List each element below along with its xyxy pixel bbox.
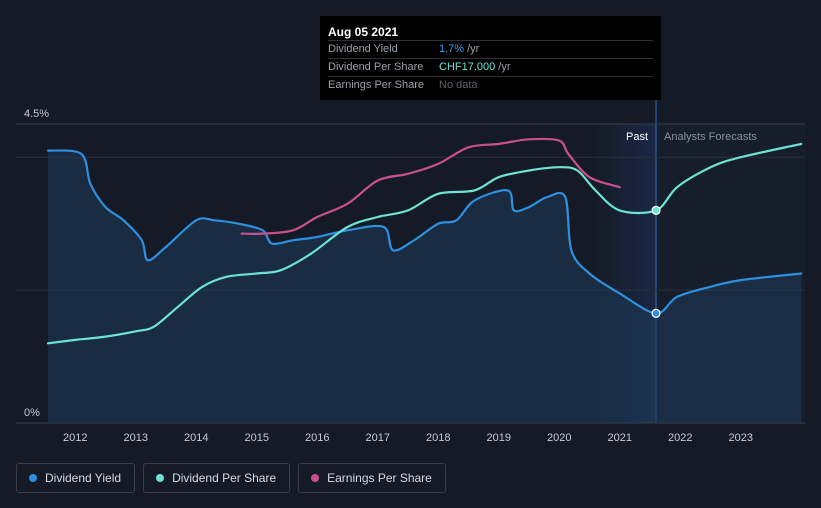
x-tick-label: 2023 [728,432,752,444]
tooltip-unit: /yr [467,43,480,55]
x-tick-label: 2019 [486,432,510,444]
earnings-per-share-line [240,137,621,235]
tooltip-date: Aug 05 2021 [328,25,399,39]
legend-dot [29,474,37,482]
tooltip-label: Dividend Yield [328,43,398,55]
markers-layer [651,205,661,318]
x-tick-label: 2022 [668,432,692,444]
legend: Dividend Yield Dividend Per Share Earnin… [16,463,446,493]
legend-item-dividend-per-share[interactable]: Dividend Per Share [143,463,291,493]
x-tick-label: 2015 [244,432,268,444]
legend-label: Dividend Yield [45,471,122,485]
tooltip-unit: /yr [498,61,511,73]
dividend-per-share-hover-marker [651,205,661,215]
legend-item-dividend-yield[interactable]: Dividend Yield [16,463,136,493]
tooltip-value: No data [439,79,478,91]
x-tick-label: 2014 [184,432,208,444]
x-tick-label: 2016 [305,432,329,444]
legend-label: Dividend Per Share [172,471,277,485]
x-tick-label: 2013 [123,432,147,444]
legend-dot [311,474,320,482]
lines-layer [46,137,803,345]
area-layer [48,150,802,423]
forecast-region-label: Analysts Forecasts [664,131,757,143]
x-tick-label: 2020 [547,432,571,444]
y-tick-label: 0% [24,407,40,419]
x-tick-label: 2012 [63,432,87,444]
tooltip-label: Dividend Per Share [328,61,424,73]
x-tick-label: 2018 [426,432,450,444]
legend-dot [156,474,165,482]
hover-tooltip: Aug 05 2021 Dividend Yield 1.7% /yr Divi… [320,16,661,100]
legend-item-earnings-per-share[interactable]: Earnings Per Share [298,463,446,493]
x-tick-label: 2021 [607,432,631,444]
y-tick-label: 4.5% [24,108,49,120]
tooltip-label: Earnings Per Share [328,79,424,91]
legend-label: Earnings Per Share [327,471,432,485]
dividend-per-share-line [46,142,803,345]
tooltip-value: CHF17.000 [439,61,496,73]
labels-layer: 4.5% 0% 2012 2013 2014 2015 2016 2017 2018 2019 20… [24,108,757,444]
dividend-yield-area [48,150,802,423]
tooltip-row-dividend-per-share: Dividend Per Share CHF17.000 /yr [328,58,653,76]
x-tick-label: 2017 [365,432,389,444]
dividend-yield-line [46,149,803,315]
tooltip-value: 1.7% [439,43,465,55]
tooltip-row-dividend-yield: Dividend Yield 1.7% /yr [328,40,653,58]
tooltip-row-earnings-per-share: Earnings Per Share No data [328,76,653,94]
past-region-label: Past [626,131,648,143]
dividend-yield-hover-marker [651,308,661,318]
